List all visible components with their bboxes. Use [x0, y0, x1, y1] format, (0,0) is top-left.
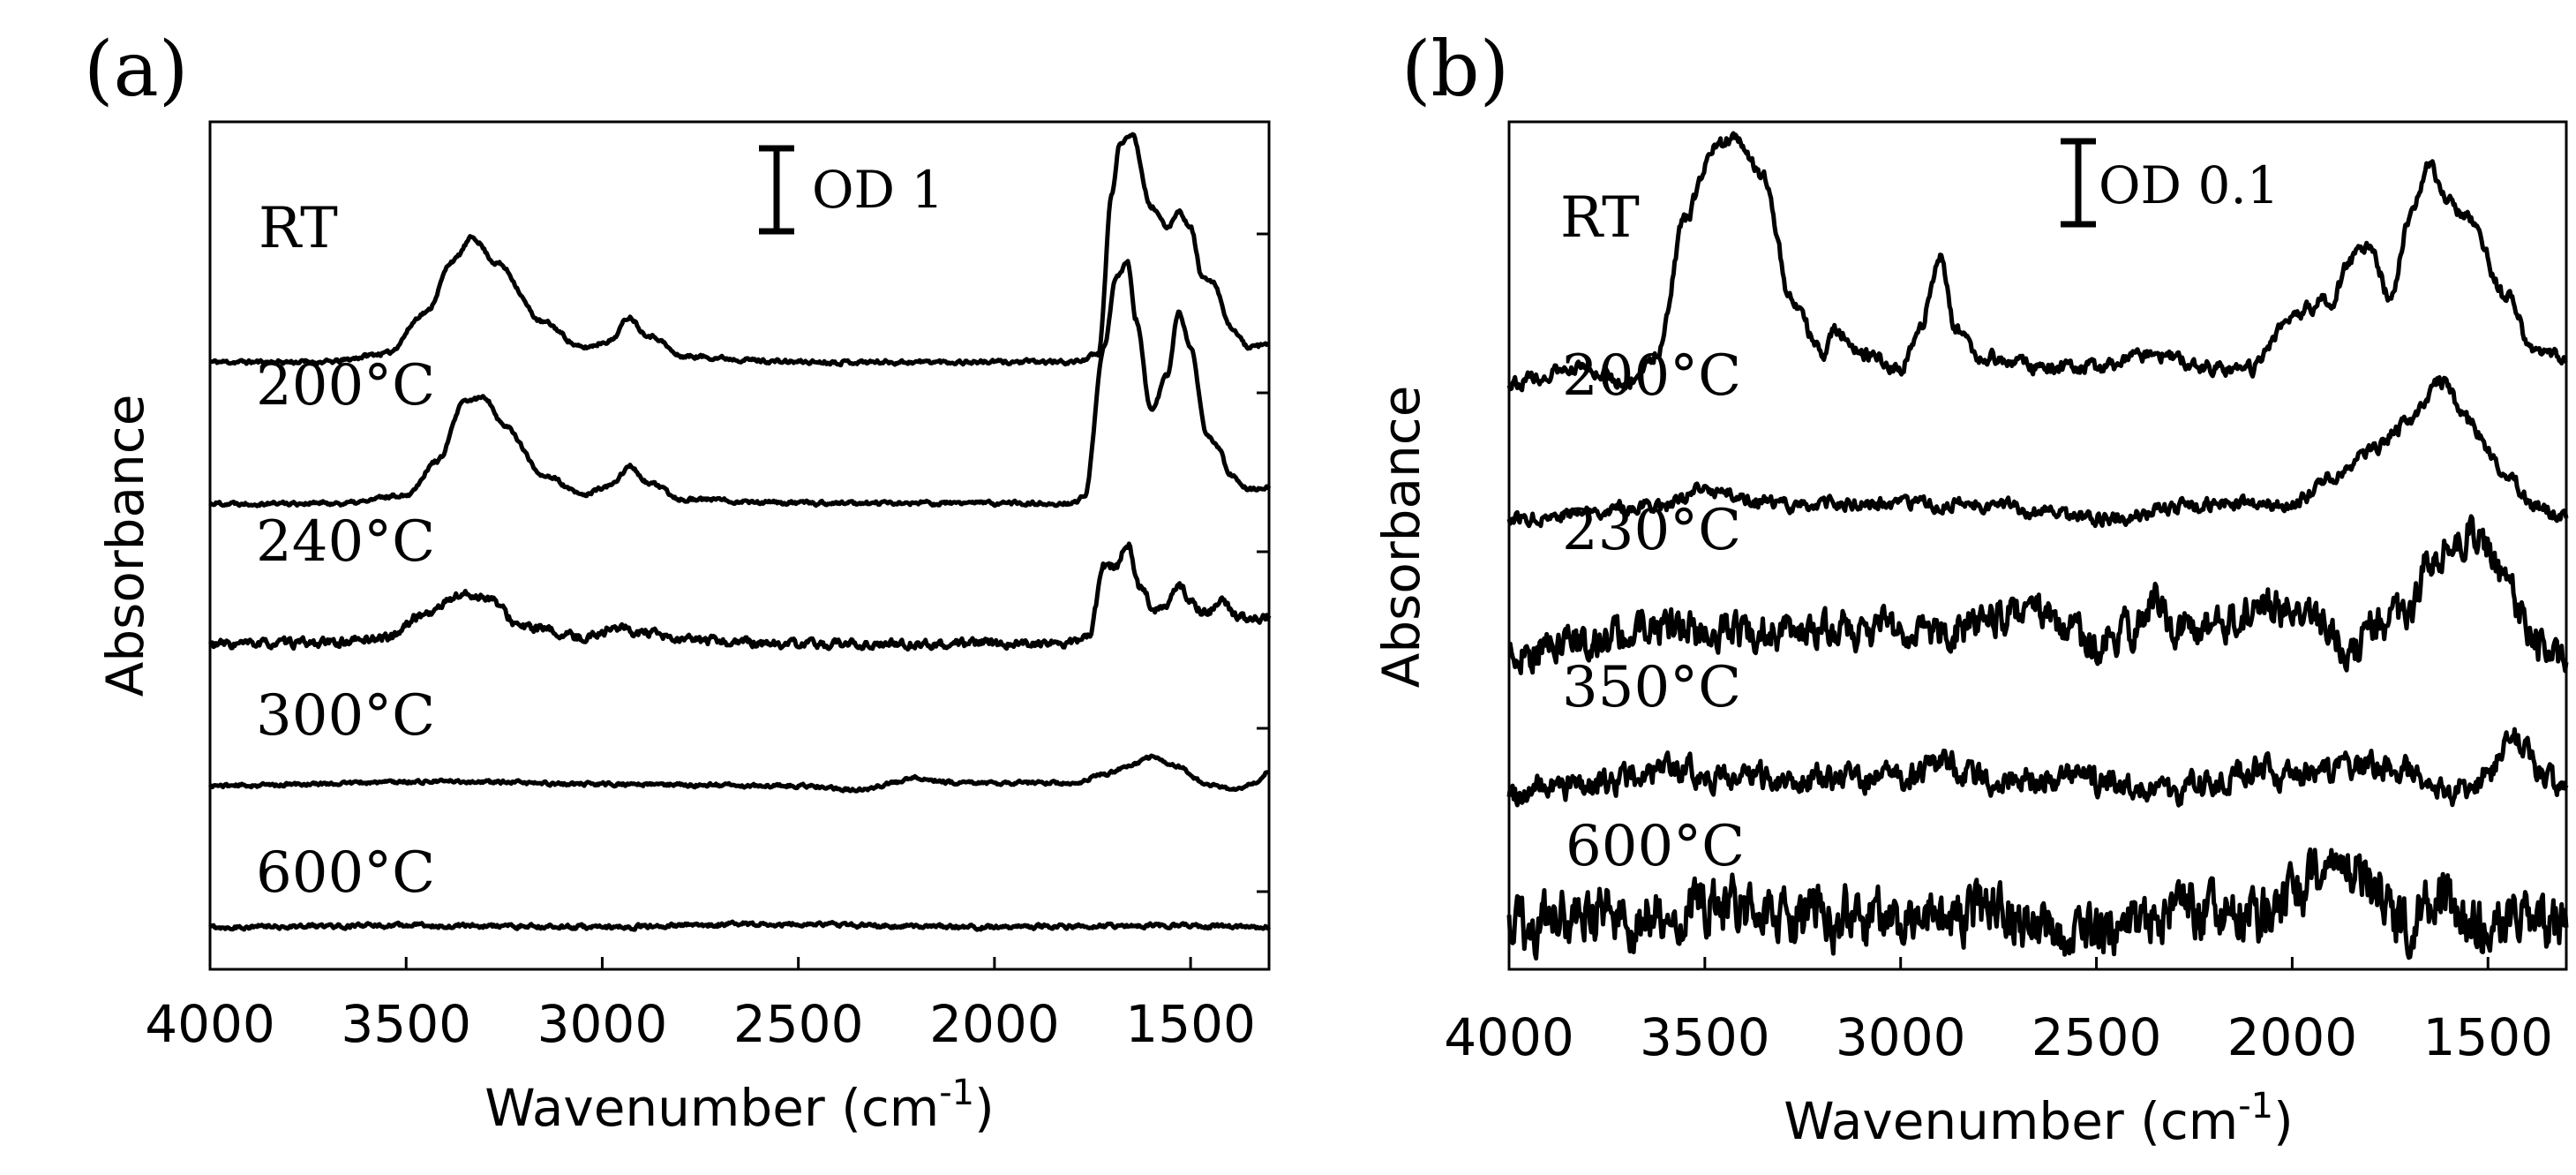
panel-a-spectrum-300c — [208, 753, 1271, 794]
panel-b-xtick-label-4000: 4000 — [1444, 1007, 1574, 1067]
panel-b-ticks: 4000 3500 3000 2500 2000 1500 — [1444, 957, 2553, 1067]
panel-a-trace-labels: RT 200°C 240°C 300°C 600°C — [256, 196, 435, 906]
panel-b-xlabel: Wavenumber (cm-1) — [1784, 1086, 2294, 1151]
panel-b: (b) RT 200°C 230°C 350°C 600°C OD 0.1 40… — [1371, 26, 2569, 1151]
panel-a-xtick-label-4000: 4000 — [145, 994, 275, 1054]
panel-a-scale-bar: OD 1 — [759, 145, 943, 235]
panel-b-frame — [1507, 120, 2568, 971]
panel-a-frame — [208, 120, 1271, 971]
panel-a-spectrum-240c — [208, 541, 1272, 652]
panel-b-spectrum-600c — [1506, 847, 2569, 961]
panel-a-ticks: 4000 3500 3000 2500 2000 1500 — [145, 232, 1269, 1054]
panel-a-label: (a) — [84, 26, 188, 114]
panel-a-scale-bar-label: OD 1 — [812, 160, 943, 220]
panel-b-spectrum-200c — [1506, 374, 2569, 529]
panel-b-xtick-label-3000: 3000 — [1836, 1007, 1966, 1067]
panel-b-xlabel-end: ) — [2273, 1091, 2294, 1151]
panel-a-xtick-label-2000: 2000 — [929, 994, 1060, 1054]
panel-a-xtick-label-3500: 3500 — [341, 994, 471, 1054]
panel-b-label-600c: 600°C — [1566, 814, 1745, 879]
panel-a-spectrum-200c — [208, 259, 1272, 508]
panel-b-label: (b) — [1401, 26, 1509, 114]
panel-b-scale-bar: OD 0.1 — [2061, 138, 2279, 228]
panel-b-spectrum-rt — [1506, 131, 2568, 393]
panel-a-xlabel: Wavenumber (cm-1) — [484, 1073, 995, 1138]
panel-b-spectrum-230c — [1507, 514, 2569, 675]
panel-a-xlabel-sup: -1 — [939, 1073, 974, 1113]
panel-b-spectrum-350c — [1506, 727, 2569, 808]
panel-b-label-rt: RT — [1560, 185, 1640, 251]
panel-b-xtick-label-2000: 2000 — [2227, 1007, 2358, 1067]
panel-b-traces — [1506, 131, 2569, 961]
panel-a-xtick-label-2500: 2500 — [733, 994, 864, 1054]
panel-a-spectrum-600c — [208, 919, 1272, 932]
panel-b-xtick-label-2500: 2500 — [2032, 1007, 2162, 1067]
panel-a-spectrum-rt — [208, 132, 1271, 368]
panel-a-xlabel-main: Wavenumber (cm — [484, 1078, 939, 1138]
panel-b-trace-labels: RT 200°C 230°C 350°C 600°C — [1560, 185, 1745, 879]
panel-a-label-300c: 300°C — [256, 683, 435, 749]
panel-a-label-240c: 240°C — [256, 509, 435, 575]
panel-b-xtick-label-1500: 1500 — [2422, 1007, 2553, 1067]
panel-b-label-200c: 200°C — [1562, 343, 1741, 409]
panel-a-xlabel-end: ) — [974, 1078, 995, 1138]
panel-a: (a) RT 200°C 240°C 300°C 600°C OD 1 4000… — [84, 26, 1272, 1138]
panel-a-traces — [208, 132, 1272, 932]
panel-b-ylabel: Absorbance — [1371, 386, 1431, 689]
panel-a-label-200c: 200°C — [256, 353, 435, 418]
panel-b-xlabel-main: Wavenumber (cm — [1784, 1091, 2238, 1151]
panel-a-ylabel: Absorbance — [95, 395, 155, 697]
panel-b-xlabel-sup: -1 — [2238, 1086, 2273, 1126]
panel-a-label-600c: 600°C — [256, 840, 435, 906]
panel-a-label-rt: RT — [259, 196, 338, 261]
panel-b-scale-bar-label: OD 0.1 — [2099, 155, 2279, 215]
panel-a-xtick-label-1500: 1500 — [1125, 994, 1256, 1054]
panel-b-label-230c: 230°C — [1562, 498, 1741, 563]
panel-b-xtick-label-3500: 3500 — [1640, 1007, 1770, 1067]
panel-a-xtick-label-3000: 3000 — [537, 994, 668, 1054]
panel-b-label-350c: 350°C — [1562, 655, 1741, 720]
